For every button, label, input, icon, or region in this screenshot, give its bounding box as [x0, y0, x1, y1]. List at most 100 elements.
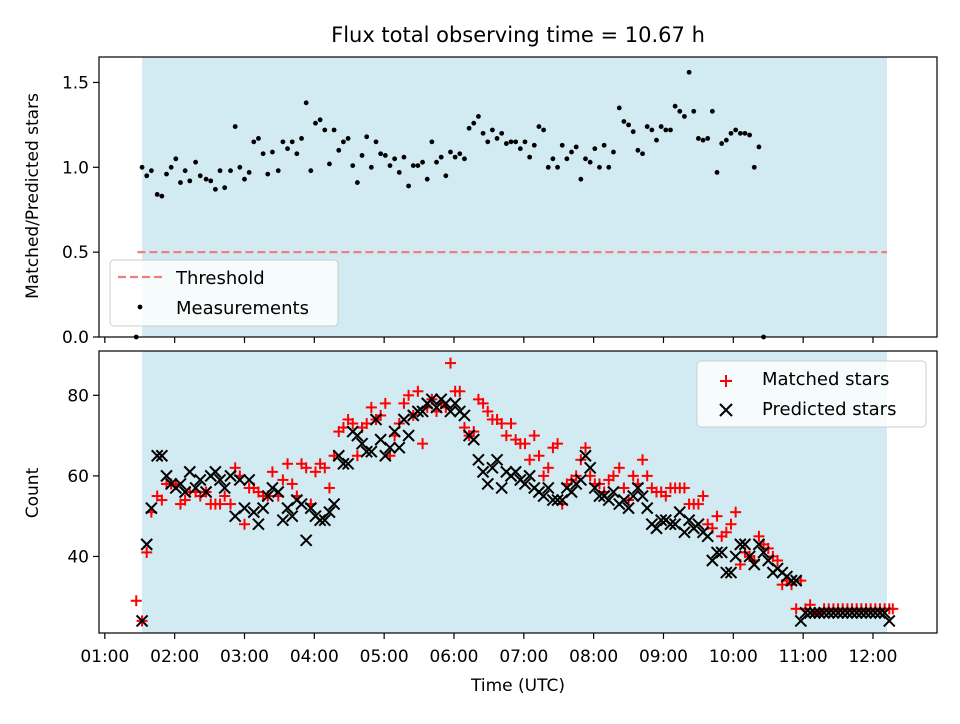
matched-star-point [319, 462, 331, 474]
predicted-star-stroke [574, 473, 588, 487]
top-panel: 0.0 0.5 1.0 1.5 Matched/Predicted stars Thr… [23, 56, 938, 348]
bottom-ticks: 40 60 80 01:00 02:00 03:00 04:00 05:00 06:00 07:0… [67, 386, 897, 667]
predicted-star-stroke [523, 469, 536, 483]
matched-star-point [584, 470, 596, 482]
matched-star-point [613, 462, 625, 474]
predicted-star-point [803, 606, 817, 620]
predicted-star-stroke [668, 518, 682, 531]
measurement-point [751, 164, 757, 170]
legend-predicted-label: Predicted stars [762, 399, 896, 420]
measurement-point [569, 149, 574, 155]
legend-matched-label: Matched stars [762, 369, 889, 390]
measurement-point [313, 120, 318, 126]
predicted-star-point [682, 513, 696, 527]
predicted-star-point [393, 441, 406, 454]
measurement-point [217, 168, 223, 174]
predicted-star-stroke [617, 493, 631, 507]
matched-star-point [637, 454, 649, 466]
bottom-axes-frame [98, 350, 938, 634]
matched-star-point [542, 462, 554, 474]
predicted-star-point [752, 538, 766, 551]
measurement-point [448, 149, 453, 155]
matched-star-point [365, 401, 377, 413]
measurement-point [517, 146, 523, 152]
measurement-point [658, 124, 664, 129]
predicted-star-point [808, 606, 821, 620]
matched-star-point [477, 397, 489, 409]
measurement-point [616, 105, 622, 111]
predicted-star-point [831, 606, 845, 620]
predicted-star-point [817, 606, 831, 620]
predicted-star-point [397, 413, 411, 426]
measurement-point [541, 127, 547, 133]
predicted-star-point [481, 477, 494, 491]
predicted-star-point [617, 493, 631, 507]
measurement-point [485, 139, 491, 145]
matched-star-point [580, 442, 592, 454]
measurement-point [545, 164, 551, 170]
measurement-point [606, 164, 612, 170]
xtick-label: 06:00 [429, 647, 478, 667]
matched-star-point [412, 385, 424, 397]
predicted-star-point [252, 518, 265, 531]
measurement-point [242, 176, 247, 182]
predicted-star-point [174, 477, 187, 491]
matched-star-point [660, 490, 672, 502]
predicted-star-point [476, 465, 490, 479]
count-points [130, 357, 899, 628]
matched-star-point [444, 357, 456, 369]
predicted-star-stroke [664, 518, 677, 531]
xtick-label: 08:00 [569, 647, 618, 667]
measurement-point [237, 164, 243, 170]
measurement-point [406, 183, 411, 189]
xtick-label: 02:00 [150, 647, 199, 667]
xtick-label: 03:00 [220, 647, 269, 667]
predicted-star-point [379, 449, 392, 462]
measurement-point [691, 108, 697, 114]
predicted-star-stroke [252, 518, 265, 531]
predicted-star-stroke [448, 397, 462, 410]
matched-star-point [300, 462, 312, 474]
matched-star-point [323, 482, 335, 494]
predicted-star-point [855, 606, 868, 620]
measurement-point [327, 161, 332, 167]
predicted-star-point [729, 550, 742, 563]
matched-star-point [753, 530, 765, 542]
measurement-point [331, 127, 337, 133]
xtick-label: 01:00 [80, 647, 129, 667]
predicted-star-stroke [785, 574, 798, 587]
measurement-point [256, 136, 261, 141]
predicted-star-point [351, 429, 364, 442]
predicted-star-point [509, 465, 522, 479]
predicted-star-point [720, 566, 733, 579]
matched-star-point [711, 510, 723, 522]
bot-ytick-label: 60 [67, 467, 89, 487]
measurement-point [178, 180, 183, 185]
predicted-star-point [261, 489, 274, 503]
predicted-star-stroke [285, 509, 299, 523]
predicted-star-stroke [495, 481, 508, 495]
predicted-star-stroke [546, 493, 560, 507]
measurement-point [508, 139, 514, 145]
matched-star-point [282, 458, 294, 470]
predicted-star-stroke [337, 457, 350, 471]
matched-star-point [772, 554, 784, 566]
measurement-point [208, 178, 214, 184]
measurement-point [420, 159, 425, 165]
measurement-point [345, 136, 351, 141]
predicted-star-stroke [160, 469, 173, 483]
predicted-star-stroke [295, 497, 308, 511]
measurement-point [359, 153, 365, 158]
legend-predicted-swatch [719, 403, 733, 417]
predicted-star-stroke [743, 550, 756, 563]
predicted-star-point [640, 501, 654, 515]
predicted-star-stroke [183, 465, 196, 479]
measurement-point [592, 146, 598, 152]
predicted-star-point [145, 501, 158, 515]
predicted-star-point [360, 445, 373, 458]
predicted-star-point [402, 429, 415, 442]
matched-star-point [607, 470, 619, 482]
predicted-star-stroke [327, 497, 341, 511]
predicted-star-stroke [490, 453, 504, 466]
predicted-star-stroke [224, 469, 237, 483]
